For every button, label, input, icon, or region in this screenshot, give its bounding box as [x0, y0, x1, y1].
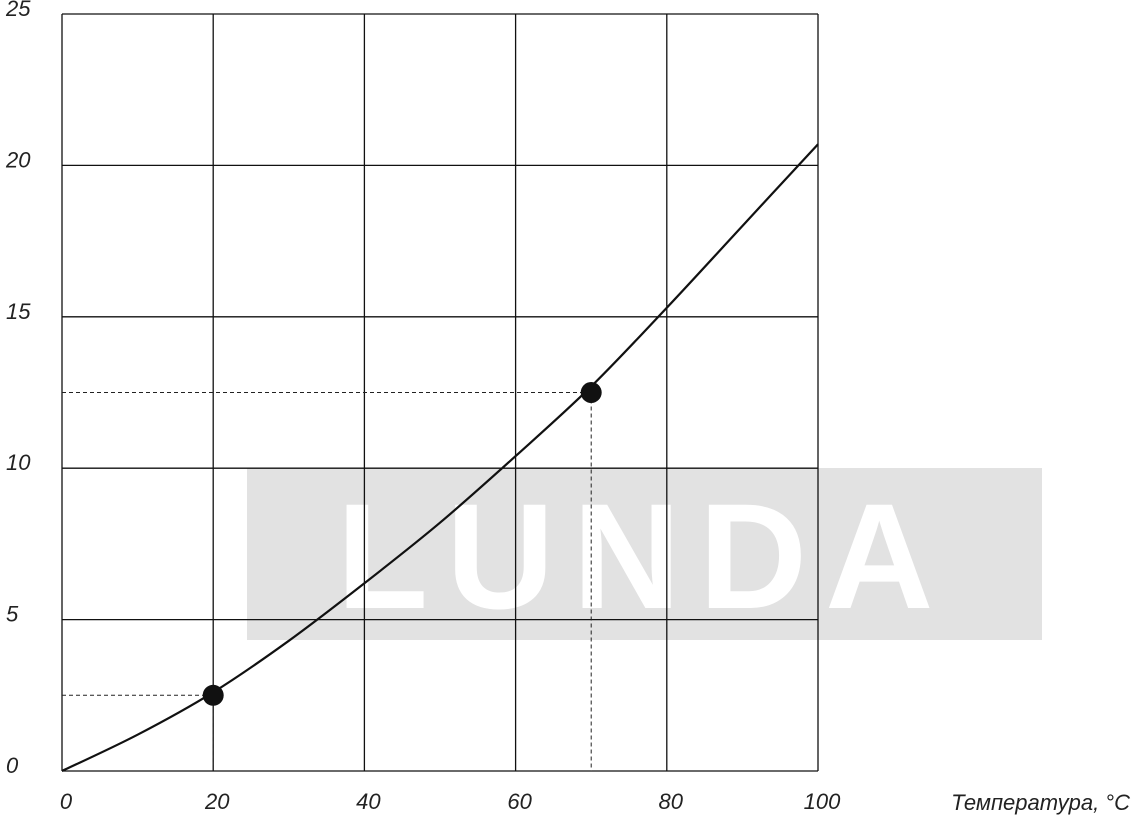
curve-layer [61, 143, 819, 772]
y-tick-label: 10 [6, 450, 31, 475]
x-tick-label: 100 [804, 789, 841, 814]
tick-labels: 0 20 40 60 80 100 0 5 10 15 20 25 [5, 0, 841, 814]
watermark-text: LUNDA [337, 472, 952, 640]
series-line [61, 143, 819, 772]
data-point [202, 684, 224, 706]
guide-lines [62, 392, 592, 771]
x-axis-label: Температура, °C [951, 790, 1130, 815]
y-tick-label: 25 [5, 0, 31, 21]
y-tick-label: 5 [6, 602, 19, 627]
y-tick-label: 20 [5, 147, 31, 172]
watermark-band [247, 468, 1042, 640]
watermark: LUNDA [247, 468, 1042, 640]
x-tick-label: 60 [507, 789, 532, 814]
y-tick-label: 15 [6, 299, 31, 324]
x-tick-label: 0 [60, 789, 73, 814]
y-tick-label: 0 [6, 753, 19, 778]
x-tick-label: 40 [356, 789, 381, 814]
data-point [580, 382, 602, 403]
points-layer [202, 382, 602, 706]
x-tick-label: 80 [659, 789, 684, 814]
x-tick-label: 20 [204, 789, 230, 814]
